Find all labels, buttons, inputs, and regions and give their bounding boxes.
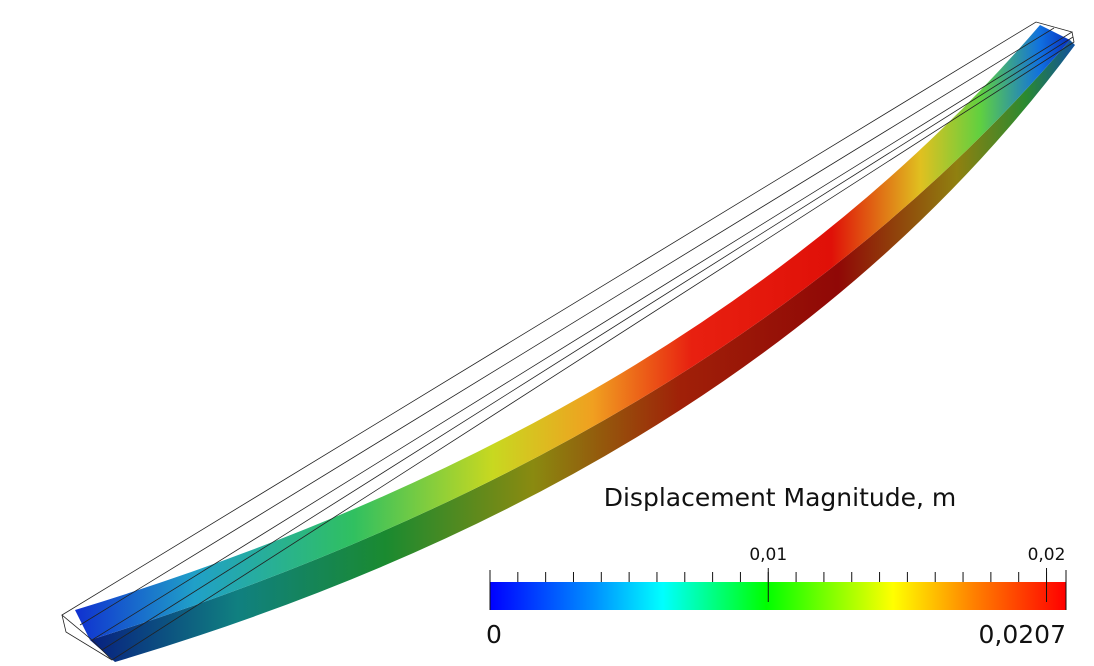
range-label: 0,0207 <box>979 620 1066 649</box>
beam <box>75 25 1075 662</box>
wire-top <box>61 21 1073 641</box>
range-label: 0 <box>486 620 502 649</box>
undeformed-wireframe <box>61 21 1075 661</box>
wire-mid <box>79 27 1055 626</box>
tick-label: 0,02 <box>1028 545 1066 565</box>
color-scale <box>490 582 1066 610</box>
wire-mid <box>101 36 1074 651</box>
colorbar-title: Displacement Magnitude, m <box>604 483 957 512</box>
tick-label: 0,01 <box>749 545 787 565</box>
beam-top <box>75 25 1070 640</box>
color-bar: Displacement Magnitude, m 0 0,0207 0,01 0,0… <box>486 483 1067 649</box>
